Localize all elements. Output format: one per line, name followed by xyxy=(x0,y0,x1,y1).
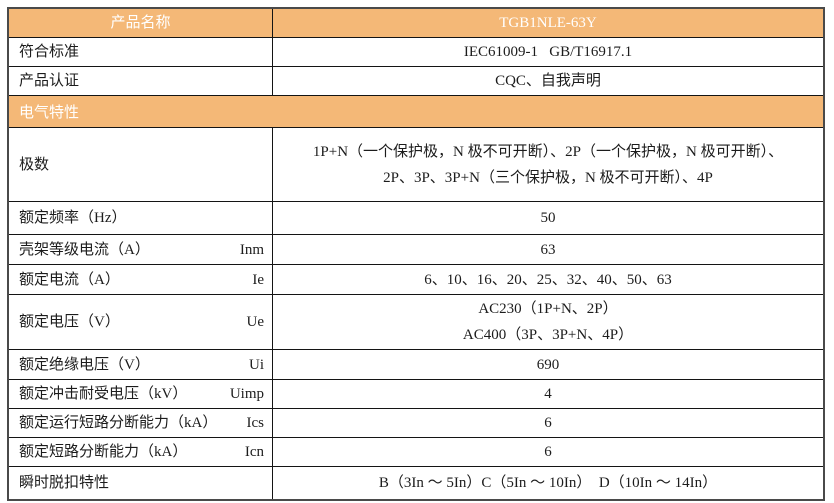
spec-row: 额定频率（Hz） 50 xyxy=(9,202,823,235)
spec-label: 额定频率（Hz） xyxy=(19,210,127,226)
value-line: 2P、3P、3P+N（三个保护极，N 极不可开断）、4P xyxy=(383,169,713,186)
spec-label-cell: 额定运行短路分断能力（kA） Ics xyxy=(9,409,273,437)
spec-symbol: Ie xyxy=(252,271,264,288)
product-spec-table: 产品名称 TGB1NLE-63Y 符合标准 IEC61009-1 GB/T1691… xyxy=(7,7,825,501)
value-line: 4 xyxy=(544,386,552,402)
spec-row: 额定运行短路分断能力（kA） Ics 6 xyxy=(9,409,823,438)
spec-symbol: Icn xyxy=(244,444,264,460)
value-line: 6、10、16、20、25、32、40、50、63 xyxy=(424,271,672,288)
spec-value-cell: B（3In ～ 5In）C（5In ～ 10In） D（10In ～ 14In） xyxy=(273,467,823,499)
spec-label-cell: 瞬时脱扣特性 xyxy=(9,467,273,499)
spec-row: 额定短路分断能力（kA） Icn 6 xyxy=(9,438,823,467)
spec-symbol: Uimp xyxy=(229,386,264,402)
info-row: 产品认证 CQC、自我声明 xyxy=(9,67,823,96)
spec-value-cell: 690 xyxy=(273,350,823,379)
info-label: 符合标准 xyxy=(9,38,273,66)
info-value: IEC61009-1 GB/T16917.1 xyxy=(463,44,633,60)
value-line: AC230（1P+N、2P） xyxy=(478,301,618,317)
product-model-value: TGB1NLE-63Y xyxy=(499,15,597,31)
value-line: 63 xyxy=(540,241,556,258)
spec-label: 极数 xyxy=(19,156,50,173)
spec-value-cell: 63 xyxy=(273,235,823,264)
spec-value-cell: 1P+N（一个保护极，N 极不可开断）、2P（一个保护极，N 极可开断）、 2P、… xyxy=(273,128,823,201)
value-line: 1P+N（一个保护极，N 极不可开断）、2P（一个保护极，N 极可开断）、 xyxy=(312,143,784,160)
spec-label-cell: 额定绝缘电压（V） Ui xyxy=(9,350,273,379)
spec-symbol: Ui xyxy=(249,356,264,373)
spec-value-cell: 50 xyxy=(273,202,823,234)
value-line: AC400（3P、3P+N、4P） xyxy=(462,327,634,343)
spec-symbol: Ics xyxy=(246,415,265,431)
spec-label: 额定电压（V） xyxy=(19,314,120,330)
spec-value-cell: 6、10、16、20、25、32、40、50、63 xyxy=(273,265,823,294)
spec-row: 额定冲击耐受电压（kV） Uimp 4 xyxy=(9,380,823,409)
spec-row: 壳架等级电流（A） Inm 63 xyxy=(9,235,823,265)
info-value: CQC、自我声明 xyxy=(495,73,601,89)
spec-value-cell: 6 xyxy=(273,438,823,466)
spec-rows-group: 极数 1P+N（一个保护极，N 极不可开断）、2P（一个保护极，N 极可开断）、 2… xyxy=(9,128,823,499)
spec-label-cell: 极数 xyxy=(9,128,273,201)
info-rows-group: 符合标准 IEC61009-1 GB/T16917.1 产品认证 CQC、自我声明 xyxy=(9,38,823,96)
spec-row: 额定绝缘电压（V） Ui 690 xyxy=(9,350,823,380)
product-name-header: 产品名称 xyxy=(9,9,273,37)
spec-symbol: Ue xyxy=(246,314,265,330)
value-line: 690 xyxy=(536,356,560,373)
table-header-row: 产品名称 TGB1NLE-63Y xyxy=(9,9,823,38)
spec-row: 瞬时脱扣特性 B（3In ～ 5In）C（5In ～ 10In） D（10In ～… xyxy=(9,467,823,499)
spec-label: 瞬时脱扣特性 xyxy=(19,475,110,491)
spec-label-cell: 额定冲击耐受电压（kV） Uimp xyxy=(9,380,273,408)
spec-label-cell: 额定电压（V） Ue xyxy=(9,295,273,349)
spec-label-cell: 额定频率（Hz） xyxy=(9,202,273,234)
spec-row: 额定电流（A） Ie 6、10、16、20、25、32、40、50、63 xyxy=(9,265,823,295)
spec-label: 额定运行短路分断能力（kA） xyxy=(19,415,218,431)
spec-row: 极数 1P+N（一个保护极，N 极不可开断）、2P（一个保护极，N 极可开断）、 2… xyxy=(9,128,823,202)
info-row: 符合标准 IEC61009-1 GB/T16917.1 xyxy=(9,38,823,67)
spec-label-cell: 额定电流（A） Ie xyxy=(9,265,273,294)
section-header-row: 电气特性 xyxy=(9,96,823,128)
spec-label: 额定绝缘电压（V） xyxy=(19,356,150,373)
value-line: 6 xyxy=(544,415,552,431)
section-title: 电气特性 xyxy=(19,105,80,121)
spec-value-cell: 6 xyxy=(273,409,823,437)
info-label: 产品认证 xyxy=(9,67,273,95)
spec-label: 额定电流（A） xyxy=(19,271,120,288)
spec-value-cell: 4 xyxy=(273,380,823,408)
spec-row: 额定电压（V） Ue AC230（1P+N、2P） AC400（3P、3P+N、4P） xyxy=(9,295,823,350)
spec-symbol: Inm xyxy=(239,241,264,258)
value-line: B（3In ～ 5In）C（5In ～ 10In） D（10In ～ 14In） xyxy=(378,475,718,491)
value-line: 6 xyxy=(544,444,552,460)
spec-label-cell: 额定短路分断能力（kA） Icn xyxy=(9,438,273,466)
spec-value-cell: AC230（1P+N、2P） AC400（3P、3P+N、4P） xyxy=(273,295,823,349)
value-line: 50 xyxy=(540,210,556,226)
spec-label: 额定冲击耐受电压（kV） xyxy=(19,386,188,402)
spec-label: 壳架等级电流（A） xyxy=(19,241,150,258)
spec-label: 额定短路分断能力（kA） xyxy=(19,444,188,460)
spec-label-cell: 壳架等级电流（A） Inm xyxy=(9,235,273,264)
